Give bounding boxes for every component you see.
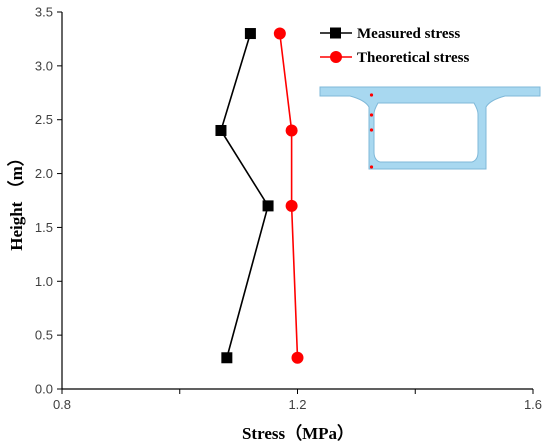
box-girder-cross-section-icon [319, 86, 541, 170]
sensor-point [369, 128, 374, 132]
x-tick-label: 1.2 [288, 397, 306, 412]
y-axis-title: Height （m） [6, 149, 26, 251]
legend-label-measured: Measured stress [357, 26, 460, 42]
series-measured [215, 28, 274, 364]
legend-label-theoretical: Theoretical stress [357, 50, 470, 66]
legend: Measured stress Theoretical stress [320, 26, 470, 66]
data-point [291, 351, 304, 364]
series-layer [215, 27, 304, 364]
y-tick-label: 0.0 [35, 382, 53, 397]
y-tick-label: 3.0 [35, 58, 53, 73]
series-line [279, 33, 299, 358]
series-line [220, 33, 269, 358]
sensor-point [369, 93, 374, 97]
legend-item-theoretical: Theoretical stress [320, 50, 470, 66]
series-theoretical [273, 27, 304, 364]
data-point [273, 27, 286, 40]
y-tick-label: 2.0 [35, 166, 53, 181]
tick-marks [57, 11, 534, 394]
data-point [285, 199, 298, 212]
y-tick-label: 1.5 [35, 220, 53, 235]
girder-outline [319, 86, 541, 170]
data-point [262, 200, 274, 212]
x-axis-title: Stress（MPa） [242, 423, 354, 443]
tick-labels: 0.0 0.5 1.0 1.5 2.0 2.5 3.0 3.5 0.8 1.2 1.6 [35, 5, 542, 413]
legend-item-measured: Measured stress [320, 26, 460, 42]
data-point [215, 124, 227, 136]
y-tick-label: 2.5 [35, 112, 53, 127]
data-point [285, 124, 298, 137]
x-tick-label: 1.6 [524, 397, 542, 412]
x-tick-label: 0.8 [53, 397, 71, 412]
axes [61, 12, 533, 390]
sensor-point [369, 165, 374, 169]
sensor-point [369, 113, 374, 117]
y-tick-label: 1.0 [35, 274, 53, 289]
sensor-points [369, 93, 374, 169]
data-point [244, 28, 256, 40]
data-point [221, 352, 233, 364]
y-tick-label: 0.5 [35, 328, 53, 343]
y-tick-label: 3.5 [35, 5, 53, 20]
